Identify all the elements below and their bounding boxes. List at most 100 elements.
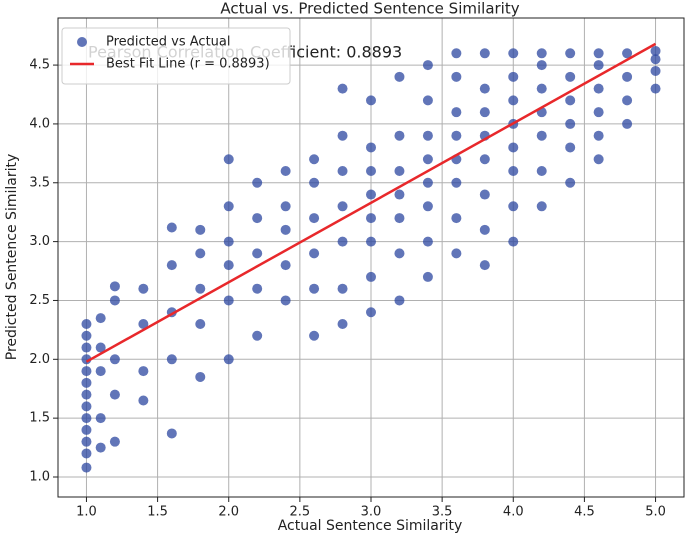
data-point	[593, 48, 604, 59]
y-tick-label: 2.0	[29, 352, 50, 367]
x-tick-label: 4.0	[503, 505, 524, 520]
data-point	[109, 389, 120, 400]
data-point	[593, 83, 604, 94]
chart-title: Actual vs. Predicted Sentence Similarity	[220, 0, 519, 18]
data-point	[81, 413, 92, 424]
data-point	[565, 71, 576, 82]
data-point	[81, 401, 92, 412]
data-point	[109, 281, 120, 292]
data-point	[451, 177, 462, 188]
fit-line	[85, 42, 657, 363]
data-point	[366, 307, 376, 318]
data-point	[309, 283, 320, 294]
data-point	[593, 60, 604, 71]
y-tick-label: 1.0	[29, 469, 50, 484]
data-point	[422, 130, 433, 141]
y-tick-label: 4.5	[29, 58, 50, 73]
data-point	[536, 83, 547, 94]
data-point	[508, 165, 519, 176]
data-point	[508, 236, 519, 247]
data-point	[81, 330, 92, 341]
plot-frame	[57, 17, 685, 498]
data-point	[536, 201, 547, 212]
data-point	[622, 48, 633, 59]
data-point	[366, 236, 376, 247]
data-point	[252, 248, 263, 259]
data-point	[95, 342, 106, 353]
data-point	[195, 224, 206, 235]
y-tick-label: 4.0	[29, 116, 50, 131]
data-point	[166, 354, 177, 365]
data-point	[394, 248, 405, 259]
data-point	[138, 283, 149, 294]
x-tick-label: 5.0	[645, 505, 666, 520]
data-point	[451, 213, 462, 224]
data-point	[195, 318, 206, 329]
data-point	[650, 54, 661, 65]
data-point	[195, 248, 206, 259]
data-point	[81, 389, 92, 400]
data-point	[479, 154, 490, 165]
legend-box	[61, 27, 291, 85]
data-point	[337, 201, 348, 212]
data-point	[565, 118, 576, 129]
data-point	[280, 224, 291, 235]
data-point	[366, 165, 376, 176]
data-point	[536, 165, 547, 176]
data-point	[138, 366, 149, 377]
data-point	[622, 95, 633, 106]
data-point	[479, 48, 490, 59]
data-point	[565, 142, 576, 153]
data-point	[280, 295, 291, 306]
data-point	[166, 260, 177, 271]
data-point	[451, 48, 462, 59]
data-point	[252, 330, 263, 341]
x-tick-label: 1.5	[147, 505, 168, 520]
data-point	[337, 318, 348, 329]
data-point	[95, 313, 106, 324]
data-point	[95, 413, 106, 424]
x-tick-label: 2.5	[290, 505, 311, 520]
data-point	[508, 71, 519, 82]
data-point	[252, 283, 263, 294]
data-point	[508, 95, 519, 106]
data-point	[81, 436, 92, 447]
data-point	[394, 213, 405, 224]
data-point	[394, 71, 405, 82]
data-point	[195, 283, 206, 294]
data-point	[309, 154, 320, 165]
data-point	[422, 236, 433, 247]
data-point	[309, 177, 320, 188]
y-tick-label: 3.0	[29, 234, 50, 249]
data-point	[337, 165, 348, 176]
data-point	[223, 354, 234, 365]
x-tick-label: 3.0	[361, 505, 382, 520]
data-point	[366, 189, 376, 200]
x-tick-label: 4.5	[574, 505, 595, 520]
y-tick-label: 2.5	[29, 293, 50, 308]
data-point	[81, 318, 92, 329]
data-point	[479, 107, 490, 118]
data-point	[95, 442, 106, 453]
data-point	[451, 71, 462, 82]
data-point	[593, 154, 604, 165]
data-point	[451, 248, 462, 259]
data-point	[337, 83, 348, 94]
data-point	[138, 318, 149, 329]
data-point	[536, 130, 547, 141]
y-axis-label: Predicted Sentence Similarity	[4, 154, 20, 360]
data-point	[565, 95, 576, 106]
data-point	[309, 213, 320, 224]
data-point	[366, 95, 376, 106]
legend-label: Predicted vs Actual	[106, 35, 230, 50]
data-point	[95, 366, 106, 377]
data-point	[565, 48, 576, 59]
data-point	[280, 201, 291, 212]
data-point	[422, 154, 433, 165]
data-point	[536, 48, 547, 59]
data-point	[479, 260, 490, 271]
data-point	[479, 83, 490, 94]
data-point	[451, 107, 462, 118]
data-point	[166, 428, 177, 439]
